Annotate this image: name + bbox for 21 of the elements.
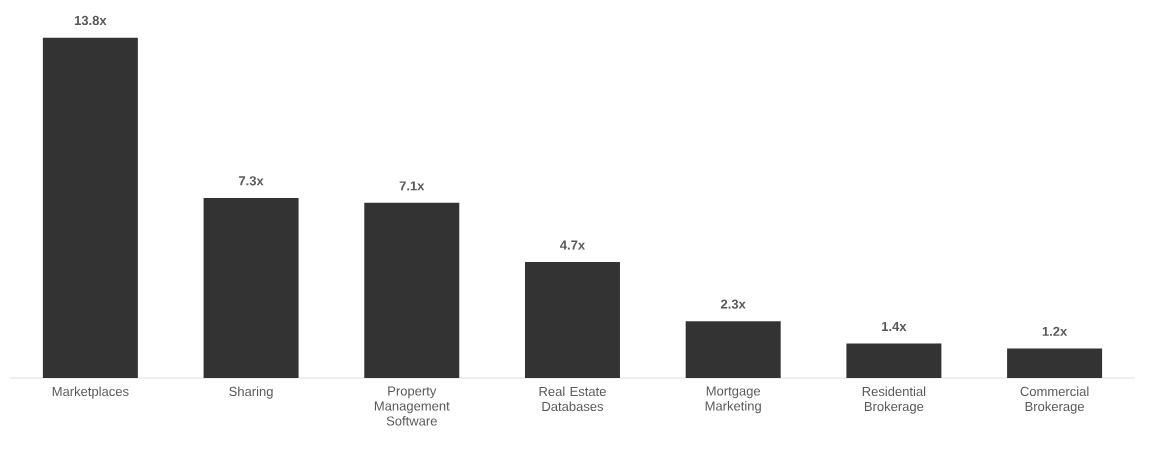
data-label: 13.8x [74, 15, 107, 26]
bar [524, 262, 620, 378]
bar [203, 197, 299, 378]
x-tick-label: Residential Brokerage [862, 386, 926, 414]
x-tick-label: Marketplaces [52, 386, 129, 399]
data-label: 2.3x [720, 299, 746, 309]
data-label: 7.1x [399, 181, 425, 191]
bar [42, 37, 138, 378]
x-tick-label: Commercial Brokerage [1020, 386, 1089, 414]
data-label: 1.2x [1042, 326, 1068, 336]
x-tick-label: Mortgage Marketing [705, 386, 761, 414]
bar [1007, 348, 1103, 378]
data-label: 4.7x [560, 240, 586, 250]
bar [846, 343, 942, 378]
x-tick-label: Property Management Software [374, 386, 450, 426]
x-tick-label: Sharing [229, 386, 273, 399]
bar [685, 321, 781, 378]
x-tick-label: Real Estate Databases [539, 386, 606, 412]
data-label: 7.3x [238, 176, 264, 186]
bar [364, 202, 460, 378]
data-label: 1.4x [882, 321, 907, 331]
